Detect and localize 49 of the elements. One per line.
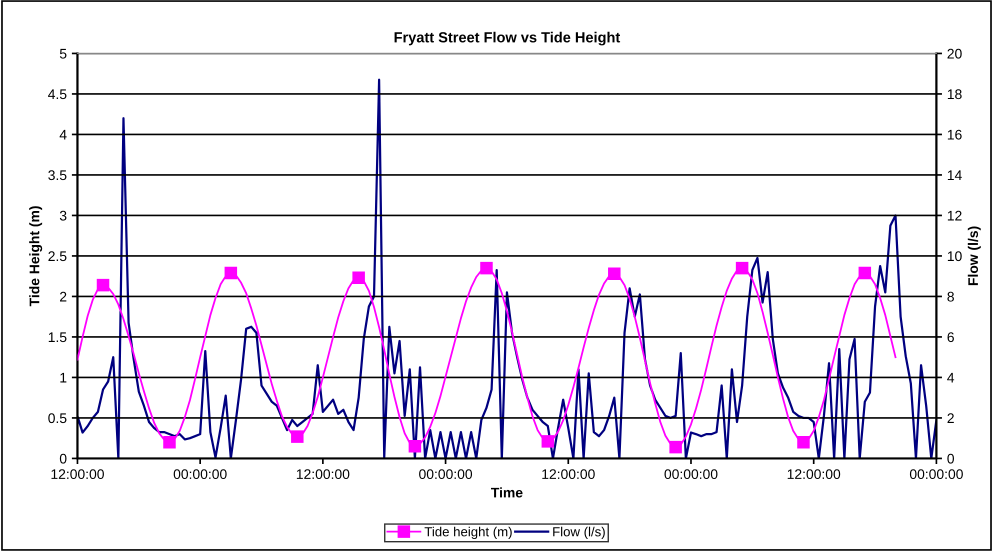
y-tick-label: 3.5	[48, 170, 66, 180]
x-tick-label: 12:00:00	[788, 469, 840, 480]
x-tick-label: 12:00:00	[51, 469, 104, 480]
legend-label: Tide height (m)	[424, 526, 512, 540]
point	[669, 440, 682, 454]
y2-tick-label: 12	[948, 210, 962, 220]
point	[480, 262, 493, 274]
y-tick-label: 2.5	[48, 251, 66, 262]
y2-tick-label: 0	[947, 454, 954, 464]
point	[224, 266, 238, 280]
point	[736, 262, 748, 274]
y-tick-label: 4	[60, 130, 67, 140]
x-tick-label: 00:00:00	[910, 469, 963, 480]
point	[542, 435, 554, 448]
y2-tick-label: 18	[948, 89, 962, 100]
y-tick-label: 5	[60, 48, 66, 59]
x-tick-label: 12:00:00	[542, 469, 595, 480]
y-tick-label: 2	[60, 292, 66, 302]
y2-tick-label: 4	[947, 372, 954, 382]
point	[352, 272, 365, 284]
point	[291, 430, 304, 443]
y2-axis-title: Flow (l/s)	[968, 226, 981, 286]
x-tick-label: 00:00:00	[664, 469, 718, 480]
y-tick-label: 1.5	[48, 332, 66, 342]
legend-label: Flow (l/s)	[553, 526, 605, 540]
x-tick-label: 00:00:00	[419, 469, 472, 480]
point	[797, 436, 810, 448]
y2-tick-label: 10	[948, 251, 962, 262]
y2-tick-label: 8	[947, 292, 954, 302]
point	[96, 278, 110, 292]
x-axis-title: Time	[490, 487, 523, 498]
y2-tick-label: 6	[948, 332, 954, 342]
y2-tick-label: 2	[948, 413, 954, 423]
point	[408, 440, 422, 453]
point	[608, 268, 621, 280]
y-tick-label: 0.5	[48, 413, 66, 424]
point	[163, 436, 176, 448]
y-tick-label: 4.5	[48, 89, 66, 100]
y2-tick-label: 20	[948, 48, 962, 59]
y2-tick-label: 16	[948, 130, 962, 140]
point	[858, 266, 872, 280]
x-tick-label: 00:00:00	[174, 469, 227, 480]
y-tick-label: 0	[60, 454, 66, 464]
y-tick-label: 3	[60, 210, 66, 221]
y2-tick-label: 14	[948, 170, 962, 180]
y-tick-label: 1	[60, 372, 66, 382]
x-tick-label: 12:00:00	[296, 469, 350, 480]
chart-title: Fryatt Street Flow vs Tide Height	[394, 32, 620, 46]
y-axis-title: Tide Height (m)	[29, 206, 42, 306]
